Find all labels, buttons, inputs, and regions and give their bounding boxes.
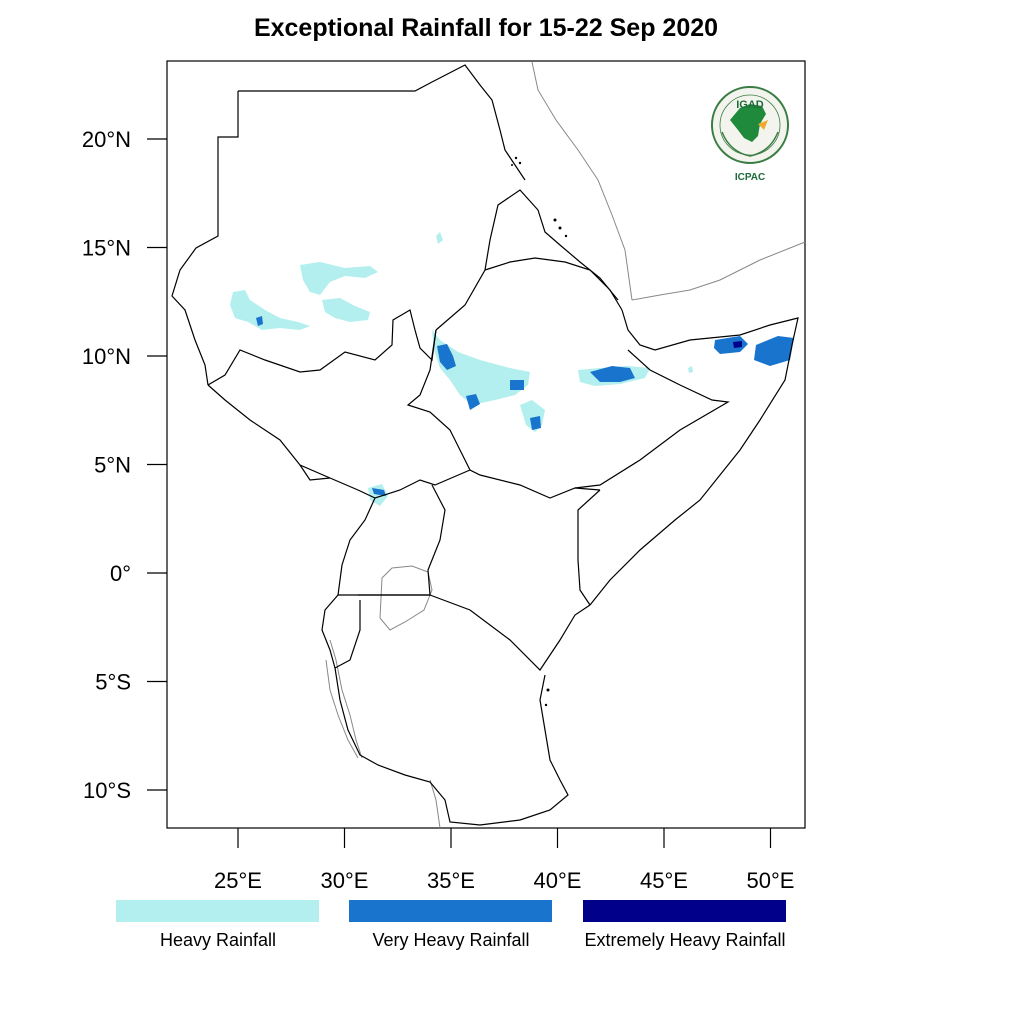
logo-subtitle: ICPAC <box>735 172 765 183</box>
logo-acronym: IGAD <box>736 99 764 111</box>
legend-swatch-heavy <box>116 900 319 922</box>
very-heavy-rainfall-areas <box>256 316 794 496</box>
lon-tick-label: 25°E <box>214 868 262 893</box>
rainfall-legend: Heavy Rainfall Very Heavy Rainfall Extre… <box>116 900 836 960</box>
lat-tick-label: 0° <box>110 561 131 586</box>
legend-swatch-extremely-heavy <box>583 900 786 922</box>
extremely-heavy-rainfall-areas <box>733 341 742 348</box>
map-title: Exceptional Rainfall for 15-22 Sep 2020 <box>253 14 719 42</box>
lat-tick-label: 15°N <box>82 236 131 261</box>
lakes-and-sea-lines <box>325 61 806 829</box>
legend-label-extremely-heavy: Extremely Heavy Rainfall <box>584 930 786 950</box>
legend-label-very-heavy: Very Heavy Rainfall <box>372 930 530 950</box>
lat-tick-label: 5°S <box>95 670 131 695</box>
legend-swatch-very-heavy <box>349 900 552 922</box>
igad-icpac-logo: IGAD ICPAC <box>710 80 790 190</box>
lon-tick-label: 30°E <box>321 868 369 893</box>
legend-label-heavy: Heavy Rainfall <box>159 930 277 950</box>
lon-tick-label: 50°E <box>747 868 795 893</box>
legend-item-extremely-heavy: Extremely Heavy Rainfall <box>583 900 787 951</box>
country-borders <box>171 64 799 826</box>
lon-tick-label: 45°E <box>640 868 688 893</box>
lon-tick-label: 40°E <box>534 868 582 893</box>
lon-tick-label: 35°E <box>427 868 475 893</box>
legend-item-very-heavy: Very Heavy Rainfall <box>349 900 553 951</box>
longitude-axis: 25°E 30°E 35°E 40°E 45°E 50°E <box>214 828 794 893</box>
latitude-axis: 20°N 15°N 10°N 5°N 0° 5°S 10°S <box>82 127 167 803</box>
legend-item-heavy: Heavy Rainfall <box>116 900 320 951</box>
islands <box>511 156 568 707</box>
lat-tick-label: 5°N <box>94 453 131 478</box>
map-frame <box>166 60 806 829</box>
lat-tick-label: 20°N <box>82 127 131 152</box>
lat-tick-label: 10°N <box>82 344 131 369</box>
lat-tick-label: 10°S <box>83 778 131 803</box>
